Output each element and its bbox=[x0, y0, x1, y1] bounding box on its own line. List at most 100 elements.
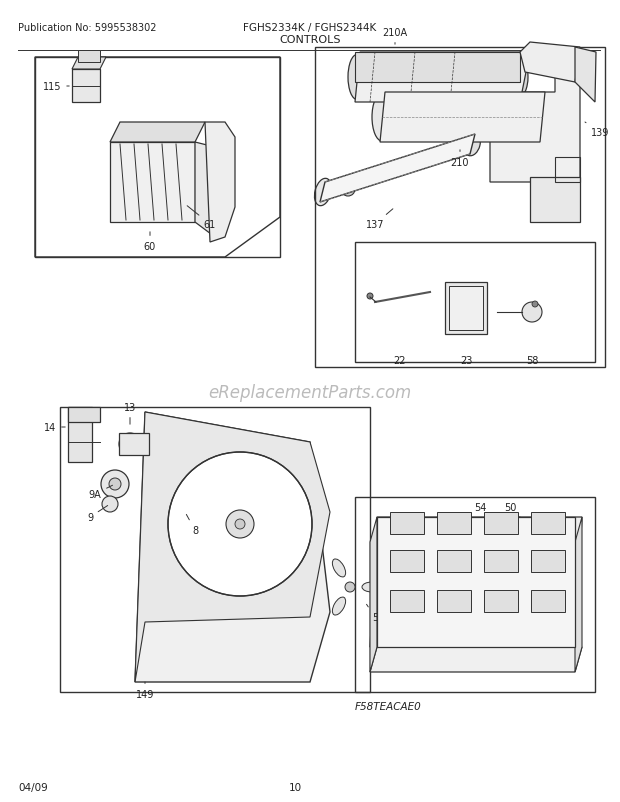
Circle shape bbox=[235, 520, 245, 529]
Bar bbox=[531, 512, 565, 534]
Circle shape bbox=[345, 187, 351, 192]
Polygon shape bbox=[240, 525, 258, 589]
Text: 23: 23 bbox=[460, 355, 472, 366]
Bar bbox=[78, 51, 100, 63]
Polygon shape bbox=[68, 407, 100, 423]
Text: 149: 149 bbox=[136, 683, 154, 699]
Text: 5: 5 bbox=[366, 605, 378, 622]
Text: F58TEACAE0: F58TEACAE0 bbox=[355, 701, 422, 711]
Circle shape bbox=[101, 471, 129, 498]
Text: 9: 9 bbox=[87, 506, 108, 522]
Ellipse shape bbox=[532, 94, 552, 142]
Text: Publication No: 5995538302: Publication No: 5995538302 bbox=[18, 23, 156, 33]
Bar bbox=[437, 550, 471, 573]
Ellipse shape bbox=[348, 55, 366, 100]
Bar bbox=[60, 407, 370, 692]
Polygon shape bbox=[320, 135, 475, 203]
Bar bbox=[531, 550, 565, 573]
Circle shape bbox=[109, 479, 121, 490]
Ellipse shape bbox=[332, 597, 345, 615]
Bar bbox=[35, 58, 280, 257]
Polygon shape bbox=[184, 492, 240, 525]
Polygon shape bbox=[377, 517, 575, 647]
Ellipse shape bbox=[119, 433, 141, 456]
Polygon shape bbox=[68, 407, 92, 463]
Bar bbox=[449, 286, 483, 330]
Text: FGHS2334K / FGHS2344K: FGHS2334K / FGHS2344K bbox=[244, 23, 376, 33]
Text: 50: 50 bbox=[504, 502, 520, 517]
Text: 139: 139 bbox=[585, 123, 609, 138]
Polygon shape bbox=[355, 53, 530, 103]
Text: 115: 115 bbox=[43, 82, 69, 92]
Bar bbox=[72, 70, 100, 103]
Polygon shape bbox=[110, 143, 195, 223]
Circle shape bbox=[226, 510, 254, 538]
Bar bbox=[484, 512, 518, 534]
Ellipse shape bbox=[510, 58, 528, 98]
Polygon shape bbox=[135, 412, 330, 683]
Ellipse shape bbox=[464, 133, 480, 156]
Polygon shape bbox=[370, 647, 582, 672]
Bar bbox=[355, 243, 595, 363]
Bar bbox=[355, 497, 595, 692]
Circle shape bbox=[561, 109, 569, 117]
Text: 22: 22 bbox=[394, 355, 406, 366]
Bar bbox=[72, 70, 100, 87]
Text: 210: 210 bbox=[451, 151, 469, 168]
Text: 8: 8 bbox=[187, 515, 198, 535]
Text: 58: 58 bbox=[526, 355, 538, 366]
Polygon shape bbox=[355, 53, 520, 83]
Text: 54: 54 bbox=[470, 502, 486, 517]
Circle shape bbox=[144, 192, 150, 198]
Text: 14: 14 bbox=[44, 423, 65, 432]
Bar bbox=[437, 590, 471, 612]
Ellipse shape bbox=[176, 504, 194, 521]
Bar bbox=[390, 512, 424, 534]
Bar bbox=[437, 512, 471, 534]
Ellipse shape bbox=[144, 433, 154, 456]
Polygon shape bbox=[370, 517, 582, 647]
Polygon shape bbox=[490, 63, 580, 183]
Polygon shape bbox=[575, 48, 596, 103]
Circle shape bbox=[367, 294, 373, 300]
Bar bbox=[390, 550, 424, 573]
Circle shape bbox=[522, 302, 542, 322]
Bar bbox=[484, 550, 518, 573]
Text: 9A: 9A bbox=[89, 486, 112, 500]
Circle shape bbox=[168, 452, 312, 596]
Text: eReplacementParts.com: eReplacementParts.com bbox=[208, 383, 412, 402]
Text: 137: 137 bbox=[366, 209, 393, 229]
Polygon shape bbox=[240, 484, 296, 525]
Circle shape bbox=[532, 302, 538, 308]
Text: CONTROLS: CONTROLS bbox=[279, 35, 341, 45]
Ellipse shape bbox=[332, 559, 345, 577]
Text: 210A: 210A bbox=[383, 28, 407, 45]
Text: 60: 60 bbox=[144, 233, 156, 252]
Polygon shape bbox=[110, 123, 205, 143]
Polygon shape bbox=[575, 517, 582, 672]
Ellipse shape bbox=[314, 179, 332, 206]
Text: 61: 61 bbox=[187, 206, 216, 229]
Circle shape bbox=[561, 94, 569, 102]
Circle shape bbox=[345, 582, 355, 592]
Text: 04/09: 04/09 bbox=[18, 782, 48, 792]
Ellipse shape bbox=[181, 508, 189, 516]
Text: 13: 13 bbox=[124, 403, 136, 425]
Bar bbox=[445, 282, 487, 334]
Polygon shape bbox=[135, 412, 330, 683]
Polygon shape bbox=[380, 93, 545, 143]
Ellipse shape bbox=[372, 94, 392, 142]
Polygon shape bbox=[195, 143, 215, 237]
Circle shape bbox=[102, 496, 118, 512]
Bar bbox=[484, 590, 518, 612]
Bar bbox=[119, 433, 149, 456]
Bar bbox=[315, 48, 605, 367]
Bar bbox=[390, 590, 424, 612]
Polygon shape bbox=[205, 123, 235, 243]
Polygon shape bbox=[520, 43, 580, 83]
Text: 10: 10 bbox=[288, 782, 301, 792]
Bar bbox=[531, 590, 565, 612]
Polygon shape bbox=[72, 58, 106, 70]
Ellipse shape bbox=[362, 582, 382, 592]
Polygon shape bbox=[530, 178, 580, 223]
